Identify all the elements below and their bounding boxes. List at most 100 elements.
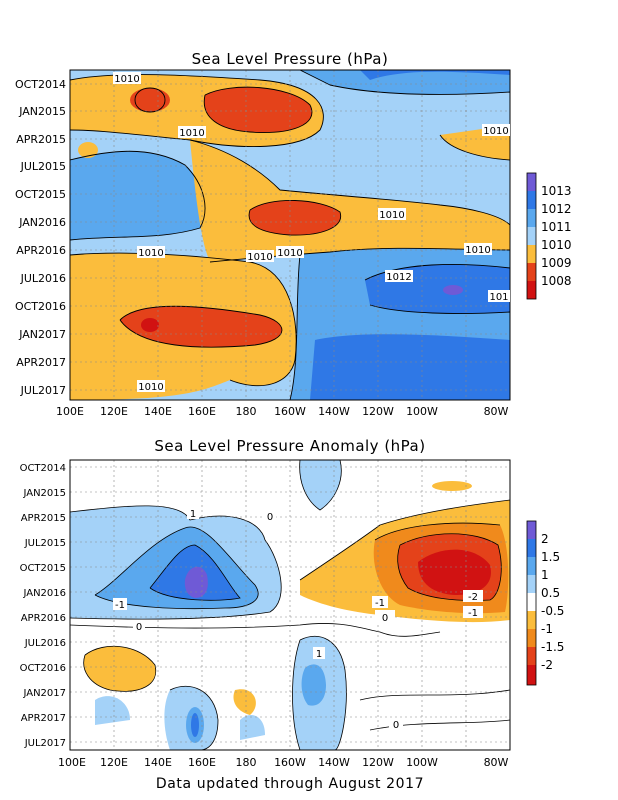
top-y-tick: JUL2015 [20,160,66,173]
bottom-colorbar-label: 1 [541,568,549,582]
bottom-colorbar-label: -0.5 [541,604,564,618]
top-y-tick: OCT2015 [15,188,66,201]
top-contour-label: 1010 [277,248,302,259]
top-x-tick: 120E [100,405,128,418]
bottom-region-south-pos-1 [301,664,326,706]
top-contour-label: 1010 [483,126,508,137]
top-y-tick: OCT2016 [15,300,66,313]
top-colorbar-label: 1011 [541,220,572,234]
bottom-contour-label: 0 [136,622,142,633]
top-region-ne-1011 [300,70,510,95]
top-x-tick: 140W [318,405,350,418]
top-colorbar [526,172,537,300]
bottom-colorbar-swatch [527,521,536,539]
top-region-1008-c [249,200,341,236]
bottom-colorbar-swatch [527,629,536,647]
bottom-region-ne-neg [432,481,472,491]
top-region-west-1011 [70,151,205,240]
bottom-contour-label: 0 [267,512,273,523]
bottom-colorbar [526,520,537,686]
top-colorbar-swatch [527,191,536,209]
top-plot-frame [69,69,511,401]
top-colorbar-swatch [527,263,536,281]
top-region-1008-a [130,88,170,112]
bottom-x-tick: 120E [100,756,128,769]
top-contour-label: 1010 [114,74,139,85]
bottom-y-tick: JUL2017 [24,738,66,749]
bottom-colorbar-swatch [527,611,536,629]
bottom-chart-title: Sea Level Pressure Anomaly (hPa) [154,437,425,455]
top-y-ticks: OCT2014 JAN2015 APR2015 JUL2015 OCT2015 … [15,78,66,397]
bottom-colorbar-swatch [527,557,536,575]
top-colorbar-label: 1012 [541,202,572,216]
bottom-y-tick: OCT2016 [20,663,66,674]
top-region-1008-d [120,306,282,348]
top-x-tick: 80W [484,405,509,418]
bottom-colorbar-swatch [527,575,536,593]
bottom-contour-label: 0 [382,613,388,624]
bottom-y-tick: OCT2014 [20,463,66,474]
bottom-region-north-pos [299,460,342,510]
top-contour-label: 1010 [379,210,404,221]
bottom-colorbar-label: -1.5 [541,640,564,654]
bottom-y-tick: JAN2016 [22,588,66,599]
bottom-y-tick: APR2015 [21,513,66,524]
bottom-region-small-neg [233,689,256,715]
bottom-x-ticks: 100E 120E 140E 160E 180 160W 140W 120W 1… [58,756,509,769]
top-region-1013 [443,285,463,295]
top-colorbar-swatch [527,281,536,299]
bottom-contours [70,460,510,750]
bottom-y-tick: JUL2015 [24,538,66,549]
top-region-small-1009 [78,142,98,158]
bottom-x-tick: 180 [236,756,257,769]
top-y-tick: APR2015 [16,133,66,146]
top-contour-label: 101 [489,292,508,303]
bottom-contour-label: 0 [393,720,399,731]
top-colorbar-swatch [527,173,536,191]
top-colorbar-swatch [527,209,536,227]
bottom-colorbar-label: 2 [541,532,549,546]
bottom-x-tick: 160E [188,756,216,769]
bottom-y-ticks: OCT2014 JAN2015 APR2015 JUL2015 OCT2015 … [20,463,66,749]
top-x-tick: 180 [236,405,257,418]
top-y-tick: JUL2017 [20,384,66,397]
bottom-colorbar-swatch [527,593,536,611]
top-colorbar-label: 1008 [541,274,572,288]
bottom-colorbar-label: 1.5 [541,550,560,564]
bottom-colorbar-label: 0.5 [541,586,560,600]
bottom-region-sw-pos-1p5 [191,713,199,737]
top-y-tick: APR2017 [16,356,66,369]
top-y-tick: JAN2017 [18,328,66,341]
top-colorbar-label: 1013 [541,184,572,198]
top-contour-label: 1010 [138,382,163,393]
bottom-x-tick: 80W [484,756,509,769]
bottom-x-tick: 100E [58,756,86,769]
top-y-tick: JAN2016 [18,216,66,229]
bottom-y-tick: JAN2017 [22,688,66,699]
bottom-y-tick: JUL2016 [24,638,66,649]
bottom-grid [70,460,510,750]
bottom-region-sw-small-pos [95,696,130,725]
bottom-y-tick: APR2016 [21,613,66,624]
top-chart-field [70,70,510,400]
bottom-x-tick: 160W [274,756,306,769]
bottom-x-tick: 140W [318,756,350,769]
bottom-x-tick: 140E [144,756,172,769]
bottom-colorbar-labels: 2 1.5 1 0.5 -0.5 -1 -1.5 -2 [541,532,564,672]
bottom-contour-label: -1 [115,600,125,611]
bottom-colorbar-label: -2 [541,658,553,672]
bottom-contour-label: -1 [468,608,478,619]
top-chart-title: Sea Level Pressure (hPa) [192,50,389,68]
top-contour-label: 1012 [386,272,411,283]
top-x-tick: 160W [274,405,306,418]
bottom-colorbar-swatch [527,539,536,557]
top-x-tick: 100W [406,405,438,418]
top-colorbar-swatch [527,227,536,245]
top-colorbar-label: 1010 [541,238,572,252]
top-region-ne-1012 [360,70,510,80]
bottom-y-tick: OCT2015 [20,563,66,574]
top-y-tick: JUL2016 [20,272,66,285]
top-y-tick: APR2016 [16,244,66,257]
top-contour-label: 1010 [465,245,490,256]
